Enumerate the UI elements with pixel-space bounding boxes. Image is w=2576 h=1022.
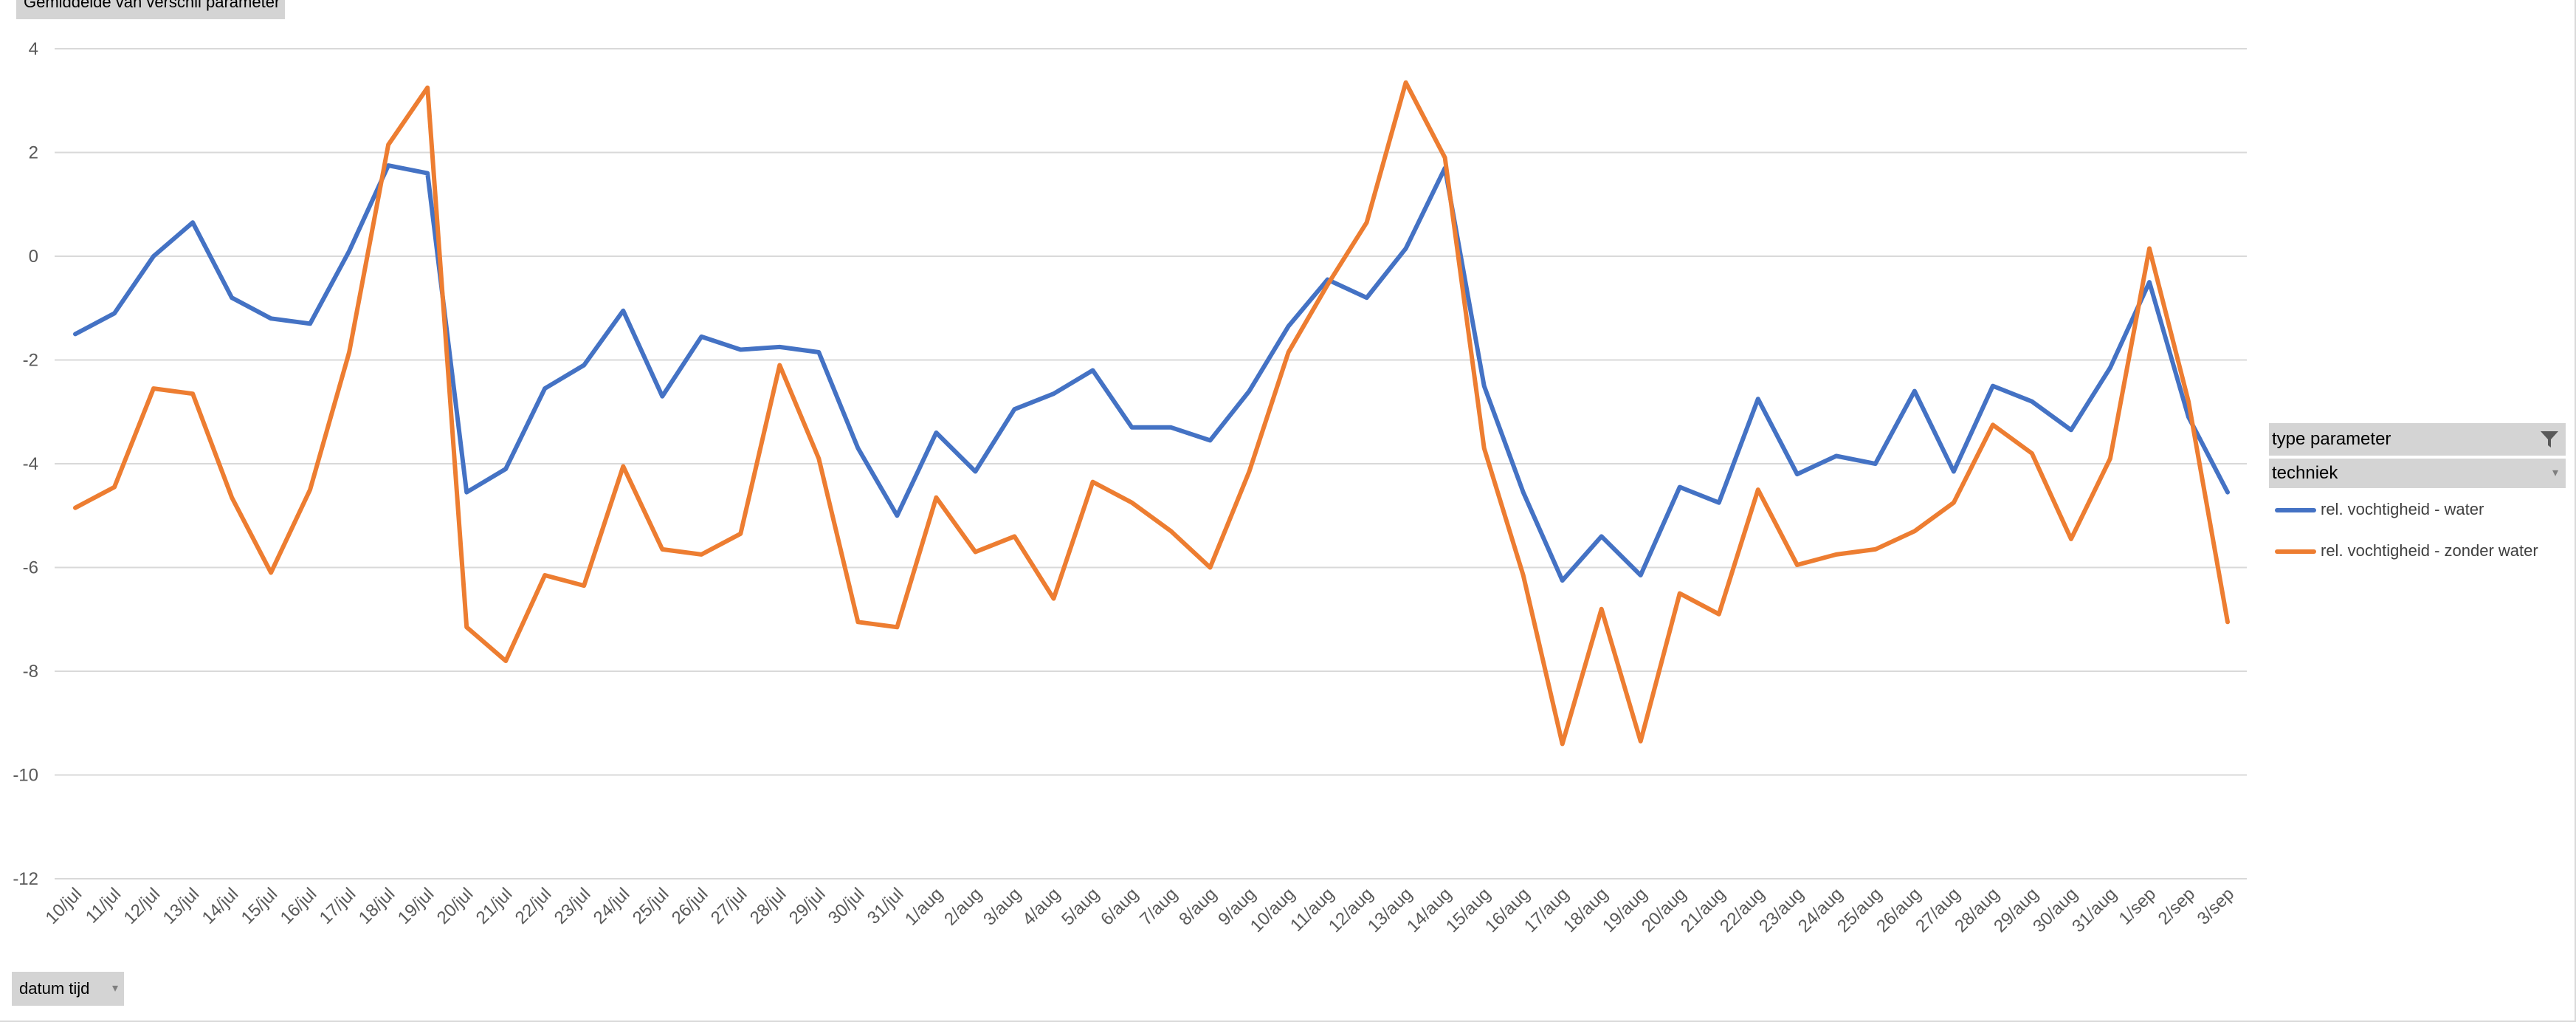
x-tick-label: 1/sep [2115, 884, 2160, 929]
x-tick-label: 18/jul [355, 884, 399, 928]
y-axis-tick-labels: 4 2 0 -2 -4 -6 -8 -10 -12 [13, 39, 38, 889]
legend-header-label: type parameter [2272, 429, 2391, 449]
x-tick-label: 16/jul [277, 884, 321, 928]
x-tick-label: 29/jul [785, 884, 830, 928]
x-tick-label: 2/aug [940, 884, 986, 930]
x-tick-label: 11/jul [82, 884, 125, 927]
x-tick-label: 3/aug [979, 884, 1025, 930]
series-lines [73, 80, 2230, 747]
y-tick-label: 0 [29, 247, 38, 267]
x-tick-label: 13/jul [159, 884, 204, 928]
x-tick-label: 10/jul [42, 884, 86, 928]
filter-icon[interactable] [2539, 429, 2560, 450]
x-tick-label: 24/jul [590, 884, 634, 928]
legend-subheader[interactable]: techniek ▾ [2269, 459, 2566, 488]
chevron-down-icon: ▾ [2552, 467, 2558, 479]
x-tick-label: 19/jul [394, 884, 438, 928]
x-tick-label: 23/jul [551, 884, 595, 928]
x-tick-label: 12/jul [120, 884, 165, 928]
value-field-label: Gemiddelde van verschil parameter [24, 0, 280, 11]
y-tick-label: -2 [23, 351, 38, 371]
x-axis-tick-labels: 10/jul11/jul12/jul13/jul14/jul15/jul16/j… [42, 884, 2239, 936]
series-line-zonder-water [73, 80, 2230, 747]
legend-header[interactable]: type parameter [2269, 423, 2566, 456]
y-tick-label: -4 [23, 454, 38, 474]
x-tick-label: 6/aug [1097, 884, 1143, 930]
x-tick-label: 2/sep [2155, 884, 2200, 929]
x-tick-label: 21/jul [472, 884, 517, 928]
x-tick-label: 8/aug [1175, 884, 1221, 930]
x-tick-label: 30/jul [824, 884, 869, 928]
y-tick-label: -12 [13, 869, 38, 889]
gridlines [55, 48, 2247, 879]
x-tick-label: 22/jul [512, 884, 556, 928]
x-tick-label: 20/jul [433, 884, 478, 928]
legend-swatch-zonder-water [2275, 549, 2316, 555]
value-field-button[interactable]: Gemiddelde van verschil parameter [16, 0, 285, 19]
y-tick-label: 4 [29, 39, 38, 59]
legend-swatch-water [2275, 508, 2316, 513]
legend-label-water: rel. vochtigheid - water [2321, 500, 2484, 518]
x-tick-label: 28/jul [746, 884, 791, 928]
y-tick-label: 2 [29, 143, 38, 163]
legend-item-water[interactable]: rel. vochtigheid - water [2275, 496, 2484, 523]
x-tick-label: 5/aug [1058, 884, 1103, 930]
x-tick-label: 1/aug [901, 884, 947, 930]
x-tick-label: 4/aug [1019, 884, 1064, 930]
x-tick-label: 14/jul [199, 884, 243, 928]
x-tick-label: 25/jul [629, 884, 673, 928]
y-tick-label: -6 [23, 558, 38, 578]
y-tick-label: -10 [13, 766, 38, 786]
y-tick-label: -8 [23, 662, 38, 682]
chevron-down-icon: ▾ [111, 982, 118, 995]
x-tick-label: 31/aug [2068, 884, 2121, 936]
x-tick-label: 3/sep [2194, 884, 2239, 929]
x-tick-label: 17/jul [316, 884, 360, 928]
x-tick-label: 31/jul [864, 884, 908, 928]
axis-field-button[interactable]: datum tijd ▾ [12, 972, 124, 1006]
axis-field-label: datum tijd [19, 979, 90, 998]
x-tick-label: 26/jul [668, 884, 712, 928]
series-line-water [73, 163, 2230, 583]
legend-subheader-label: techniek [2272, 463, 2338, 483]
x-tick-label: 27/jul [707, 884, 751, 928]
x-tick-label: 10/aug [1247, 884, 1299, 936]
x-tick-label: 15/jul [238, 884, 282, 928]
x-tick-label: 7/aug [1136, 884, 1182, 930]
legend-label-zonder-water: rel. vochtigheid - zonder water [2321, 541, 2538, 560]
legend-item-zonder-water[interactable]: rel. vochtigheid - zonder water [2275, 538, 2538, 564]
